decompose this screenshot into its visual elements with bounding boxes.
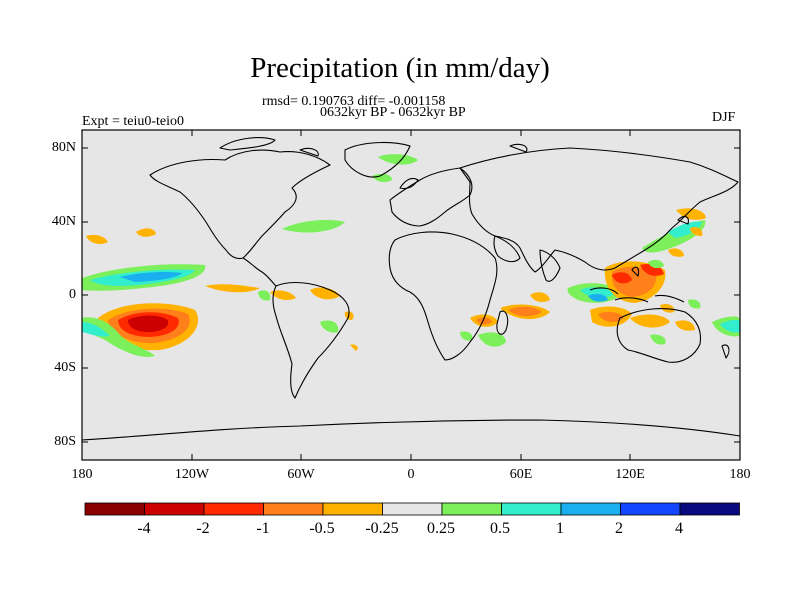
colorbar-swatch (382, 502, 443, 516)
colorbar-label: -0.5 (309, 520, 335, 537)
colorbar-label: -4 (137, 520, 151, 537)
lon-label-120e: 120E (615, 467, 645, 482)
period-text: 0632kyr BP - 0632kyr BP (320, 105, 466, 120)
lon-label-180e: 180 (729, 467, 751, 482)
anomaly-wet-south-pacific (82, 317, 155, 357)
stats-text: rmsd= 0.190763 diff= -0.001158 (262, 94, 446, 109)
colorbar-swatch (501, 502, 562, 516)
experiment-label: Expt = teiu0-teio0 (82, 114, 184, 129)
anomaly-fills (82, 154, 740, 357)
colorbar-swatch (560, 502, 621, 516)
colorbar-swatch (322, 502, 383, 516)
lat-label-80s: 80S (54, 434, 76, 449)
colorbar-swatch (441, 502, 502, 516)
colorbar-swatch (620, 502, 681, 516)
coastlines (82, 137, 740, 441)
colorbar-label: 1 (556, 520, 564, 537)
colorbar-swatch (263, 502, 324, 516)
colorbar-swatch (203, 502, 264, 516)
lat-label-40n: 40N (51, 214, 76, 229)
colorbar-swatch (144, 502, 205, 516)
colorbar (84, 502, 740, 516)
colorbar-label: 0.5 (490, 520, 510, 537)
lat-label-80n: 80N (51, 140, 76, 155)
lon-label-60w: 60W (287, 467, 315, 482)
lon-label-120w: 120W (174, 467, 210, 482)
colorbar-label: -2 (196, 520, 210, 537)
lat-label-40s: 40S (54, 360, 76, 375)
colorbar-label: 4 (675, 520, 683, 537)
lat-label-eq: 0 (69, 287, 76, 302)
colorbar-swatch (679, 502, 740, 516)
lon-label-0: 0 (407, 467, 415, 482)
colorbar-swatch (84, 502, 145, 516)
map-title: Precipitation (in mm/day) (250, 52, 550, 84)
colorbar-label: -0.25 (365, 520, 399, 537)
season-label: DJF (712, 110, 736, 125)
colorbar-label: -1 (256, 520, 270, 537)
axis-ticks (81, 130, 741, 460)
lon-label-180w: 180 (71, 467, 93, 482)
lon-label-60e: 60E (509, 467, 533, 482)
colorbar-label: 2 (615, 520, 623, 537)
colorbar-label: 0.25 (427, 520, 455, 537)
